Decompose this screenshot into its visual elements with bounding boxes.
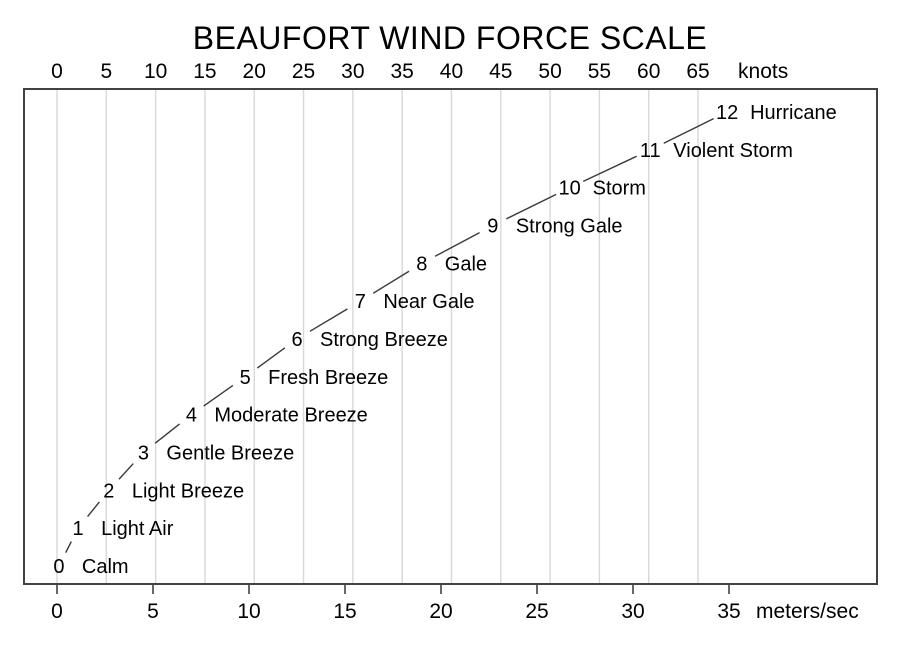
beaufort-name-label: Calm xyxy=(82,556,129,578)
beaufort-number-label: 12 xyxy=(716,102,738,124)
bottom-axis-tick-label: 20 xyxy=(429,600,452,623)
beaufort-number-label: 10 xyxy=(559,178,581,200)
beaufort-number-label: 7 xyxy=(355,291,366,313)
beaufort-name-label: Gentle Breeze xyxy=(166,443,294,465)
beaufort-name-label: Strong Gale xyxy=(516,216,623,238)
wind-curve-segment xyxy=(582,155,637,182)
top-axis-tick-label: 30 xyxy=(341,60,364,83)
top-axis-tick-label: 60 xyxy=(637,60,660,83)
beaufort-name-label: Hurricane xyxy=(750,102,837,124)
beaufort-name-label: Near Gale xyxy=(383,291,474,313)
beaufort-number-label: 2 xyxy=(103,480,114,502)
wind-curve-segment xyxy=(87,501,100,517)
beaufort-name-label: Light Breeze xyxy=(132,480,244,502)
bottom-axis-tick-label: 5 xyxy=(147,600,159,623)
bottom-axis-tick-label: 25 xyxy=(525,600,548,623)
bottom-axis-tick-label: 35 xyxy=(717,600,740,623)
top-axis-tick-label: 15 xyxy=(193,60,216,83)
beaufort-number-label: 0 xyxy=(53,556,64,578)
beaufort-name-label: Fresh Breeze xyxy=(268,367,388,389)
beaufort-name-label: Moderate Breeze xyxy=(214,405,367,427)
wind-curve-segment xyxy=(505,193,557,220)
knots-axis-unit-label: knots xyxy=(738,60,788,83)
top-axis-tick-label: 20 xyxy=(243,60,266,83)
top-axis-tick-label: 0 xyxy=(51,60,63,83)
wind-curve-segment xyxy=(256,347,286,369)
meters-axis-unit-label: meters/sec xyxy=(756,600,859,623)
beaufort-number-label: 9 xyxy=(487,216,498,238)
top-axis-tick-label: 35 xyxy=(390,60,413,83)
top-axis-tick-label: 55 xyxy=(588,60,611,83)
beaufort-number-label: 3 xyxy=(138,443,149,465)
beaufort-number-label: 5 xyxy=(240,367,251,389)
wind-curve-segment xyxy=(118,463,134,480)
beaufort-name-label: Strong Breeze xyxy=(320,329,448,351)
wind-curve-segment xyxy=(372,270,410,294)
top-axis-tick-label: 5 xyxy=(100,60,112,83)
wind-curve-segment xyxy=(154,423,181,444)
top-axis-tick-label: 65 xyxy=(686,60,709,83)
top-axis-tick-label: 45 xyxy=(489,60,512,83)
beaufort-number-label: 4 xyxy=(186,405,197,427)
top-axis-tick-label: 25 xyxy=(292,60,315,83)
beaufort-number-label: 6 xyxy=(291,329,302,351)
beaufort-number-label: 8 xyxy=(416,253,427,275)
chart-title: BEAUFORT WIND FORCE SCALE xyxy=(193,20,708,56)
wind-curve-segment xyxy=(65,541,72,553)
wind-curve-segment xyxy=(434,231,480,257)
top-axis-tick-label: 50 xyxy=(538,60,561,83)
wind-curve-segment xyxy=(663,118,714,144)
beaufort-name-label: Storm xyxy=(593,178,646,200)
wind-curve-segment xyxy=(203,384,234,407)
bottom-axis-tick-label: 0 xyxy=(51,600,63,623)
top-axis-tick-label: 40 xyxy=(440,60,463,83)
beaufort-name-label: Gale xyxy=(445,253,487,275)
wind-curve-segment xyxy=(309,308,348,332)
bottom-axis-tick-label: 30 xyxy=(621,600,644,623)
beaufort-number-label: 1 xyxy=(73,518,84,540)
beaufort-name-label: Violent Storm xyxy=(673,140,793,162)
top-axis-tick-label: 10 xyxy=(144,60,167,83)
plot-border xyxy=(23,88,878,585)
beaufort-name-label: Light Air xyxy=(101,518,174,540)
beaufort-number-label: 11 xyxy=(640,140,661,162)
bottom-axis-tick-label: 15 xyxy=(333,600,356,623)
bottom-axis-tick-label: 10 xyxy=(237,600,260,623)
